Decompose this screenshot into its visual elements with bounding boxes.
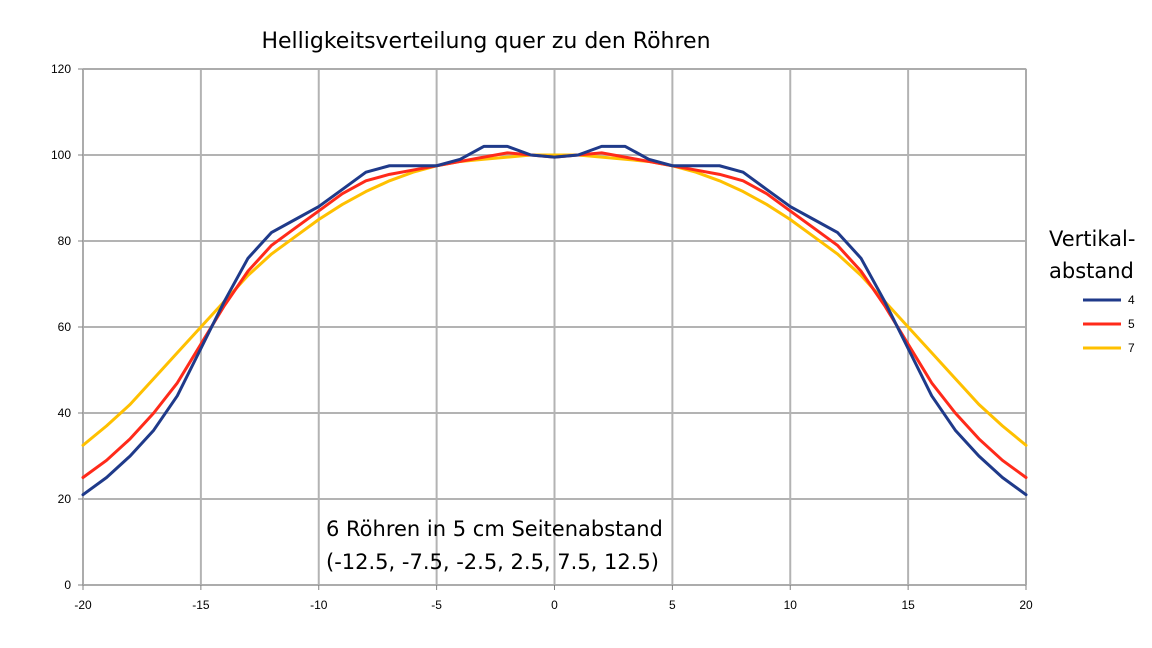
x-tick-label: 20 [1019, 598, 1033, 612]
legend-label-5: 5 [1128, 317, 1135, 331]
series-line-4 [81, 144, 1028, 497]
x-tick-label: -15 [192, 598, 210, 612]
x-tick-label: 0 [551, 598, 558, 612]
y-tick-label: 60 [58, 320, 72, 334]
y-tick-label: 0 [64, 578, 71, 592]
x-tick-label: 5 [669, 598, 676, 612]
y-tick-label: 120 [51, 62, 71, 76]
y-tick-label: 40 [58, 406, 72, 420]
legend-title-line-1: Vertikal- [1049, 227, 1135, 251]
y-tick-label: 20 [58, 492, 72, 506]
y-tick-label: 100 [51, 148, 71, 162]
x-tick-label: 15 [901, 598, 915, 612]
x-tick-label: -10 [310, 598, 328, 612]
chart-title: Helligkeitsverteilung quer zu den Röhren [261, 29, 710, 54]
x-tick-label: -20 [74, 598, 92, 612]
series-layer [81, 144, 1028, 497]
annotation-line-2: (-12.5, -7.5, -2.5, 2.5, 7.5, 12.5) [326, 550, 659, 574]
axes: -20 -15 -10 -5 0 5 10 15 20 0 20 40 60 80 100 120 [51, 62, 1033, 612]
legend-label-4: 4 [1128, 293, 1135, 307]
x-tick-label: -5 [431, 598, 442, 612]
legend: 4 5 7 [1083, 293, 1135, 355]
legend-label-7: 7 [1128, 341, 1135, 355]
y-tick-label: 80 [58, 234, 72, 248]
legend-title-line-2: abstand [1049, 259, 1134, 283]
x-tick-label: 10 [784, 598, 798, 612]
grid [82, 68, 1027, 586]
annotation-line-1: 6 Röhren in 5 cm Seitenabstand [326, 517, 663, 541]
